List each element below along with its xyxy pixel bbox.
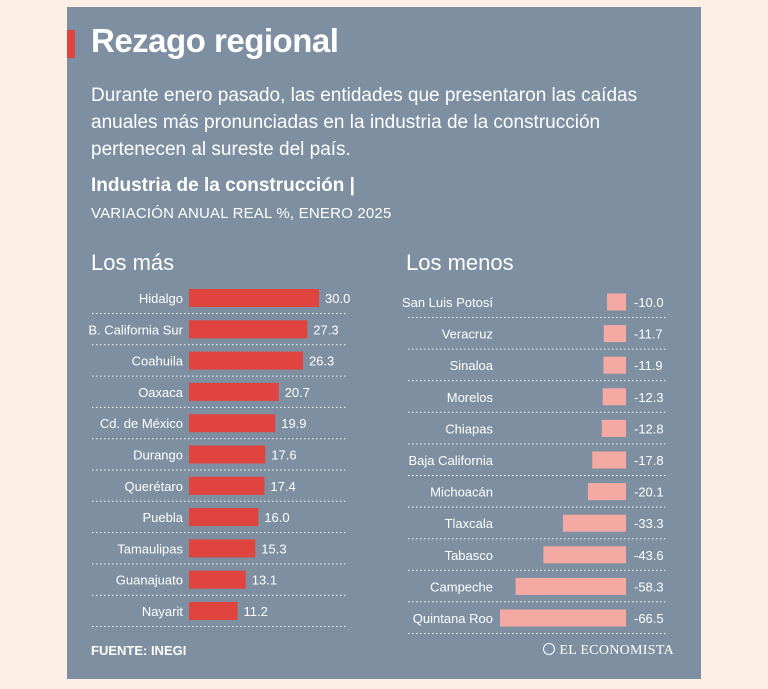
bar <box>602 388 626 406</box>
bar <box>189 570 246 589</box>
brand-name: EL ECONOMISTA <box>559 643 674 658</box>
category-label: San Luis Potosí <box>402 295 493 310</box>
bar <box>603 356 626 374</box>
brand-logo: EL ECONOMISTA <box>543 643 674 659</box>
category-label: Campeche <box>430 579 493 594</box>
bar <box>515 577 626 595</box>
panel-label-bottom: Los menos <box>406 250 514 275</box>
category-label: Cd. de México <box>100 416 183 431</box>
category-label: Michoacán <box>430 485 493 500</box>
source-note: FUENTE: INEGI <box>91 643 187 658</box>
category-label: Hidalgo <box>139 291 183 306</box>
value-label: -66.5 <box>634 611 664 626</box>
brand-globe-icon <box>543 643 556 655</box>
value-label: -12.8 <box>634 421 664 436</box>
panel-label-top: Los más <box>91 250 175 275</box>
bar <box>189 351 303 370</box>
value-label: -11.7 <box>634 327 663 342</box>
value-label: -12.3 <box>634 390 664 405</box>
value-label: 30.0 <box>325 291 350 306</box>
value-label: 20.7 <box>285 385 310 400</box>
bar <box>189 602 238 620</box>
chart-title: Industria de la construcción | <box>91 175 355 196</box>
value-label: 13.1 <box>252 573 277 588</box>
value-label: -33.3 <box>634 516 664 531</box>
value-label: 19.9 <box>281 416 306 431</box>
bar <box>592 451 626 469</box>
value-label: 16.0 <box>264 510 289 525</box>
category-label: Durango <box>133 448 183 463</box>
bar <box>189 414 276 433</box>
value-label: -11.9 <box>634 358 663 373</box>
value-label: -58.3 <box>634 579 664 594</box>
category-label: Quintana Roo <box>413 611 493 626</box>
category-label: Puebla <box>143 510 184 525</box>
page-title: Rezago regional <box>91 22 339 59</box>
bar <box>601 419 626 437</box>
category-label: Tlaxcala <box>445 516 494 531</box>
value-label: 27.3 <box>313 322 338 337</box>
bar <box>500 609 626 627</box>
bar <box>587 483 626 501</box>
bar <box>189 445 266 464</box>
category-label: Veracruz <box>442 327 493 342</box>
value-label: 15.3 <box>261 541 286 556</box>
category-label: Guanajuato <box>116 573 183 588</box>
bar <box>189 508 259 527</box>
bar <box>607 293 626 311</box>
chart-subtitle: VARIACIÓN ANUAL REAL %, ENERO 2025 <box>91 205 392 222</box>
category-label: Morelos <box>447 390 494 405</box>
bar <box>189 382 279 401</box>
value-label: 17.6 <box>271 448 296 463</box>
value-label: -20.1 <box>634 485 664 500</box>
bar <box>189 289 319 307</box>
bar <box>189 476 265 495</box>
bar <box>189 320 308 339</box>
value-label: 26.3 <box>309 354 334 369</box>
page-subtitle: Durante enero pasado, las entidades que … <box>91 85 638 160</box>
bar <box>603 325 626 343</box>
value-label: -17.8 <box>634 453 664 468</box>
category-label: Tabasco <box>445 548 493 563</box>
bar <box>562 514 626 532</box>
bar <box>543 546 626 564</box>
bar <box>189 539 256 558</box>
title-accent-bar <box>67 30 75 58</box>
category-label: Coahuila <box>132 354 184 369</box>
value-label: -10.0 <box>634 295 664 310</box>
category-label: Chiapas <box>445 421 493 436</box>
value-label: 17.4 <box>270 479 295 494</box>
category-label: Nayarit <box>142 604 184 619</box>
category-label: B. California Sur <box>88 322 183 337</box>
category-label: Sinaloa <box>450 358 494 373</box>
infographic-card <box>67 7 701 679</box>
category-label: Baja California <box>408 453 493 468</box>
category-label: Oaxaca <box>138 385 184 400</box>
value-label: -43.6 <box>634 548 664 563</box>
category-label: Tamaulipas <box>117 541 183 556</box>
category-label: Querétaro <box>124 479 183 494</box>
value-label: 11.2 <box>244 604 268 619</box>
